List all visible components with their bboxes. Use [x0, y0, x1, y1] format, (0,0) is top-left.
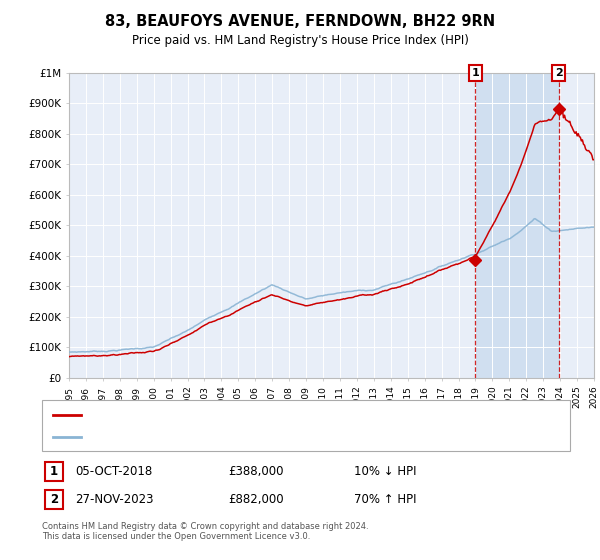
Text: 1: 1: [472, 68, 479, 78]
Text: 83, BEAUFOYS AVENUE, FERNDOWN, BH22 9RN (detached house): 83, BEAUFOYS AVENUE, FERNDOWN, BH22 9RN …: [87, 409, 429, 419]
Text: £388,000: £388,000: [228, 465, 284, 478]
Text: Contains HM Land Registry data © Crown copyright and database right 2024.
This d: Contains HM Land Registry data © Crown c…: [42, 522, 368, 542]
Text: 2: 2: [50, 493, 58, 506]
Text: Price paid vs. HM Land Registry's House Price Index (HPI): Price paid vs. HM Land Registry's House …: [131, 34, 469, 46]
Text: 2: 2: [555, 68, 563, 78]
Text: 05-OCT-2018: 05-OCT-2018: [75, 465, 152, 478]
Text: 70% ↑ HPI: 70% ↑ HPI: [354, 493, 416, 506]
Text: 10% ↓ HPI: 10% ↓ HPI: [354, 465, 416, 478]
Text: £882,000: £882,000: [228, 493, 284, 506]
Bar: [475, 73, 559, 378]
Text: HPI: Average price, detached house, Dorset: HPI: Average price, detached house, Dors…: [87, 432, 314, 442]
Text: 83, BEAUFOYS AVENUE, FERNDOWN, BH22 9RN: 83, BEAUFOYS AVENUE, FERNDOWN, BH22 9RN: [105, 14, 495, 29]
Text: 1: 1: [50, 465, 58, 478]
Text: 27-NOV-2023: 27-NOV-2023: [75, 493, 154, 506]
